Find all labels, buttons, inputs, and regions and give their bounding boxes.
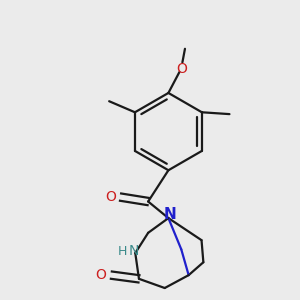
- Text: N: N: [164, 207, 177, 222]
- Text: N: N: [128, 244, 139, 258]
- Text: O: O: [105, 190, 116, 204]
- Text: O: O: [96, 268, 106, 282]
- Text: H: H: [118, 245, 127, 258]
- Text: O: O: [176, 62, 187, 76]
